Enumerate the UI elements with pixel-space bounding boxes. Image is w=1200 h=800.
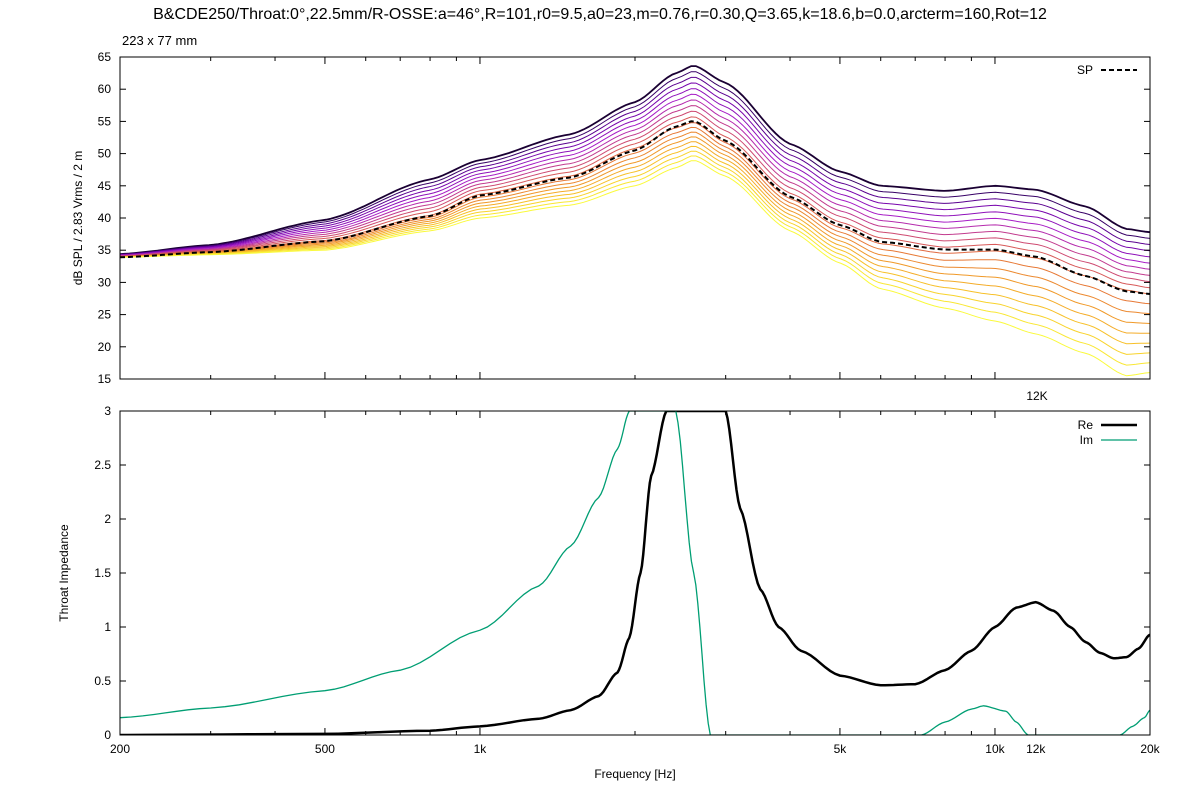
spl-curve-20 [120,88,1150,258]
spl-curve-25 [120,93,1150,264]
spl-ytick-label: 25 [98,308,112,322]
spl-curve-75 [120,145,1150,345]
impedance-curve-im [120,411,1150,735]
impedance-axes: 0 0.5 1 1.5 2 2.5 3 200 500 1k 5k 10k 12k 20k [94,404,1160,756]
spl-curve-65 [120,136,1150,324]
spl-curve-40 [120,110,1150,283]
impedance-series-group [120,411,1150,735]
frequency-x-axis-label: Frequency [Hz] [594,767,675,781]
x-tick-label: 5k [834,742,848,756]
impedance-curve-re [120,411,1150,735]
spl-curve-sp [120,120,1150,295]
chart-subtitle: 223 x 77 mm [122,33,198,48]
impedance-frame [119,410,1151,736]
spl-ytick-label: 40 [98,211,112,225]
spl-legend: SP [1077,63,1137,77]
impedance-ytick-label: 2 [104,512,111,526]
chart-title: B&CDE250/Throat:0°,22.5mm/R-OSSE:a=46°,R… [153,6,1047,23]
spl-ytick-label: 50 [98,147,112,161]
x-tick-label: 500 [315,742,335,756]
impedance-ytick-label: 0.5 [94,674,111,688]
spl-curve-60 [120,131,1150,315]
x-tick-label: 20k [1140,742,1160,756]
impedance-ytick-label: 3 [104,404,111,418]
spl-curve-15 [120,82,1150,256]
legend-label-im: Im [1080,433,1093,447]
spl-ytick-label: 35 [98,243,112,257]
x-tick-label: 1k [474,742,488,756]
impedance-ytick-label: 1.5 [94,566,111,580]
x-tick-label: 12k [1026,742,1046,756]
spl-ytick-label: 20 [98,340,112,354]
spl-ytick-label: 55 [98,114,112,128]
spl-curve-35 [120,105,1150,276]
spl-y-axis-label: dB SPL / 2.83 Vrms / 2 m [71,151,85,286]
spl-curve-45 [120,116,1150,289]
impedance-y-axis-label: Throat Impedance [57,524,71,622]
impedance-ytick-label: 0 [104,728,111,742]
spl-curve-70 [120,141,1150,334]
x-tick-label: 10k [985,742,1005,756]
impedance-ytick-label: 1 [104,620,111,634]
spl-ytick-label: 15 [98,372,112,386]
spl-ytick-label: 45 [98,179,112,193]
spl-curve-85 [120,155,1150,366]
x-tick-label: 200 [110,742,130,756]
spl-ytick-label: 60 [98,82,112,96]
spl-series-group [120,65,1150,377]
spl-curve-30 [120,99,1150,270]
spl-curve-80 [120,150,1150,355]
annotation-12k: 12K [1026,389,1047,403]
legend-label-sp: SP [1077,63,1093,77]
impedance-ytick-label: 2.5 [94,458,111,472]
spl-curve-5 [120,71,1150,255]
spl-ytick-label: 30 [98,275,112,289]
spl-curve-10 [120,76,1150,256]
spl-curve-0 [120,65,1150,255]
spl-ytick-label: 65 [98,50,112,64]
spl-axes: 15 20 25 30 35 40 45 50 55 60 65 [98,50,1151,386]
spl-curve-90 [120,160,1150,377]
impedance-legend: Re Im [1078,418,1137,447]
legend-label-re: Re [1078,418,1094,432]
